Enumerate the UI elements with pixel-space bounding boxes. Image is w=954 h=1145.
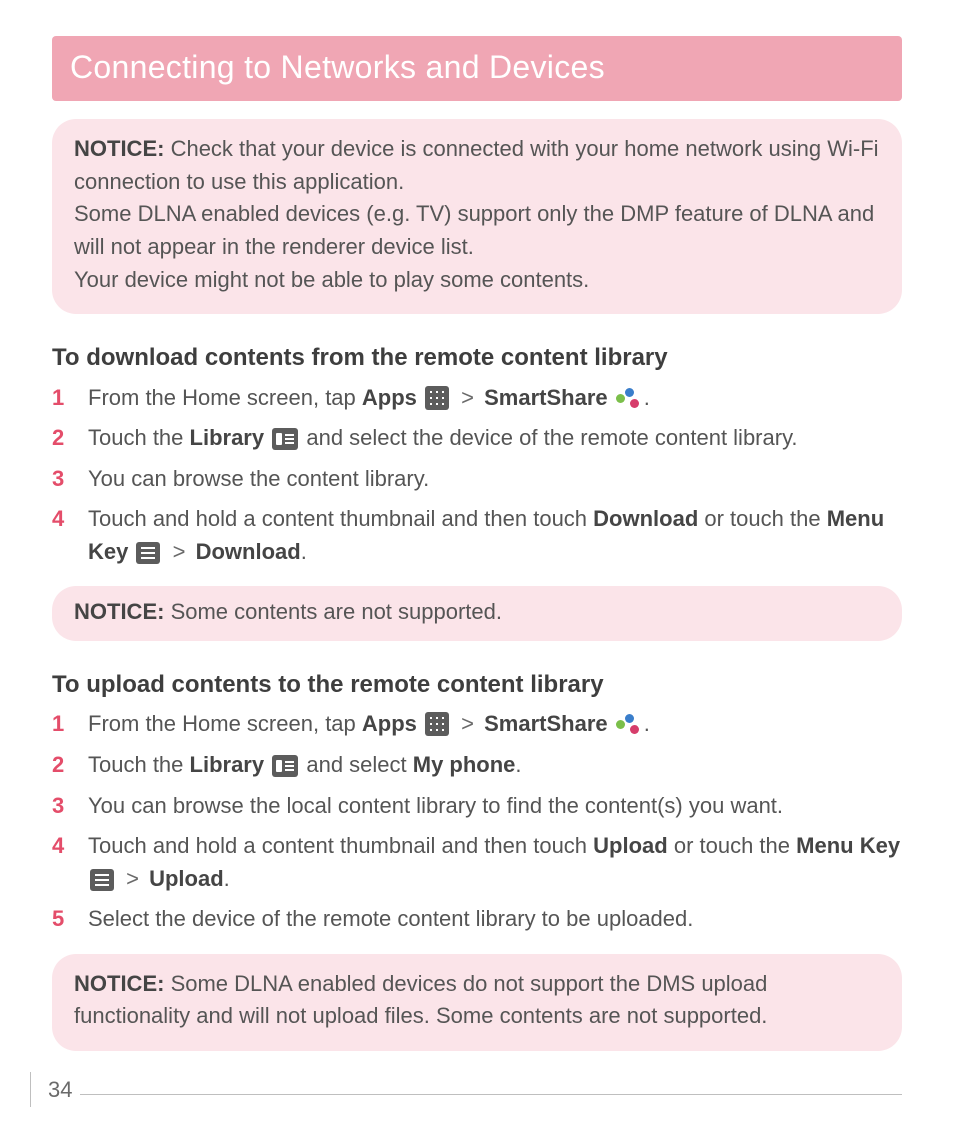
notice-text: Some contents are not supported. xyxy=(164,599,502,624)
list-item: Touch and hold a content thumbnail and t… xyxy=(52,503,902,568)
list-item: Touch the Library and select the device … xyxy=(52,422,902,455)
step-text: You can browse the local content library… xyxy=(88,793,783,818)
notice-box-2: NOTICE: Some contents are not supported. xyxy=(52,586,902,641)
list-item: You can browse the local content library… xyxy=(52,790,902,823)
notice-box-1: NOTICE: Check that your device is connec… xyxy=(52,119,902,314)
period: . xyxy=(644,711,650,736)
notice-text: Your device might not be able to play so… xyxy=(74,267,589,292)
notice-text: Some DLNA enabled devices (e.g. TV) supp… xyxy=(74,201,874,259)
notice-label: NOTICE: xyxy=(74,971,164,996)
section-heading-download: To download contents from the remote con… xyxy=(52,340,902,376)
notice-text: Some DLNA enabled devices do not support… xyxy=(74,971,767,1029)
side-rule xyxy=(30,1072,31,1107)
menu-icon xyxy=(90,869,114,891)
apps-icon xyxy=(425,386,449,410)
period: . xyxy=(515,752,521,777)
library-icon xyxy=(272,428,298,450)
step-text: From the Home screen, tap xyxy=(88,711,362,736)
step-text: You can browse the content library. xyxy=(88,466,429,491)
download-word: Download xyxy=(593,506,698,531)
download-word: Download xyxy=(196,539,301,564)
upload-word: Upload xyxy=(149,866,224,891)
notice-label: NOTICE: xyxy=(74,136,164,161)
library-icon xyxy=(272,755,298,777)
step-text: Touch the xyxy=(88,425,190,450)
library-label: Library xyxy=(190,425,265,450)
breadcrumb-separator: > xyxy=(173,539,186,564)
list-item: Select the device of the remote content … xyxy=(52,903,902,936)
apps-label: Apps xyxy=(362,385,417,410)
page-title: Connecting to Networks and Devices xyxy=(70,49,605,85)
period: . xyxy=(301,539,307,564)
smartshare-icon xyxy=(616,388,642,410)
breadcrumb-separator: > xyxy=(461,711,474,736)
list-item: You can browse the content library. xyxy=(52,463,902,496)
apps-label: Apps xyxy=(362,711,417,736)
section-heading-upload: To upload contents to the remote content… xyxy=(52,667,902,703)
menu-icon xyxy=(136,542,160,564)
list-item: Touch and hold a content thumbnail and t… xyxy=(52,830,902,895)
page-number: 34 xyxy=(48,1074,72,1107)
notice-label: NOTICE: xyxy=(74,599,164,624)
smartshare-icon xyxy=(616,714,642,736)
apps-icon xyxy=(425,712,449,736)
period: . xyxy=(224,866,230,891)
step-text: Touch and hold a content thumbnail and t… xyxy=(88,506,593,531)
period: . xyxy=(644,385,650,410)
page-title-bar: Connecting to Networks and Devices xyxy=(52,36,902,101)
step-text: From the Home screen, tap xyxy=(88,385,362,410)
my-phone-label: My phone xyxy=(413,752,516,777)
step-text: Select the device of the remote content … xyxy=(88,906,693,931)
breadcrumb-separator: > xyxy=(126,866,139,891)
list-item: From the Home screen, tap Apps > SmartSh… xyxy=(52,382,902,415)
smartshare-label: SmartShare xyxy=(484,385,608,410)
upload-word: Upload xyxy=(593,833,668,858)
footer-rule xyxy=(80,1094,902,1095)
upload-steps: From the Home screen, tap Apps > SmartSh… xyxy=(52,708,902,935)
step-text: or touch the xyxy=(668,833,796,858)
notice-text: Check that your device is connected with… xyxy=(74,136,879,194)
step-text: and select the device of the remote cont… xyxy=(300,425,797,450)
step-text: and select xyxy=(300,752,413,777)
step-text: or touch the xyxy=(698,506,826,531)
smartshare-label: SmartShare xyxy=(484,711,608,736)
library-label: Library xyxy=(190,752,265,777)
download-steps: From the Home screen, tap Apps > SmartSh… xyxy=(52,382,902,569)
menu-key-label: Menu Key xyxy=(796,833,900,858)
notice-box-3: NOTICE: Some DLNA enabled devices do not… xyxy=(52,954,902,1051)
breadcrumb-separator: > xyxy=(461,385,474,410)
step-text: Touch the xyxy=(88,752,190,777)
list-item: From the Home screen, tap Apps > SmartSh… xyxy=(52,708,902,741)
list-item: Touch the Library and select My phone. xyxy=(52,749,902,782)
step-text: Touch and hold a content thumbnail and t… xyxy=(88,833,593,858)
